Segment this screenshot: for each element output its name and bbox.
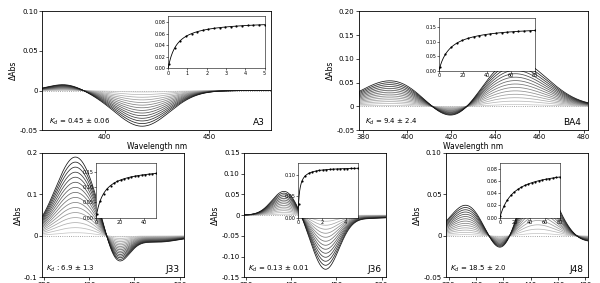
X-axis label: Wavelength nm: Wavelength nm [443, 142, 503, 151]
Text: J48: J48 [570, 265, 584, 274]
Text: $K_d$ = 18.5 ± 2.0: $K_d$ = 18.5 ± 2.0 [450, 263, 507, 274]
Text: $K_d$ : 6.9 ± 1.3: $K_d$ : 6.9 ± 1.3 [46, 263, 95, 274]
Text: $K_d$ = 0.45 ± 0.06: $K_d$ = 0.45 ± 0.06 [49, 116, 110, 127]
Y-axis label: ΔAbs: ΔAbs [413, 205, 422, 225]
Y-axis label: ΔAbs: ΔAbs [211, 205, 220, 225]
Y-axis label: ΔAbs: ΔAbs [10, 61, 19, 80]
Text: BA4: BA4 [563, 118, 581, 127]
Y-axis label: ΔAbs: ΔAbs [326, 61, 335, 80]
Text: $K_d$ = 9.4 ± 2.4: $K_d$ = 9.4 ± 2.4 [365, 116, 418, 127]
Text: J36: J36 [368, 265, 382, 274]
X-axis label: Wavelength nm: Wavelength nm [127, 142, 187, 151]
Y-axis label: ΔAbs: ΔAbs [14, 205, 23, 225]
Text: A3: A3 [253, 118, 265, 127]
Text: $K_d$ = 0.13 ± 0.01: $K_d$ = 0.13 ± 0.01 [248, 263, 309, 274]
Text: J33: J33 [166, 265, 180, 274]
